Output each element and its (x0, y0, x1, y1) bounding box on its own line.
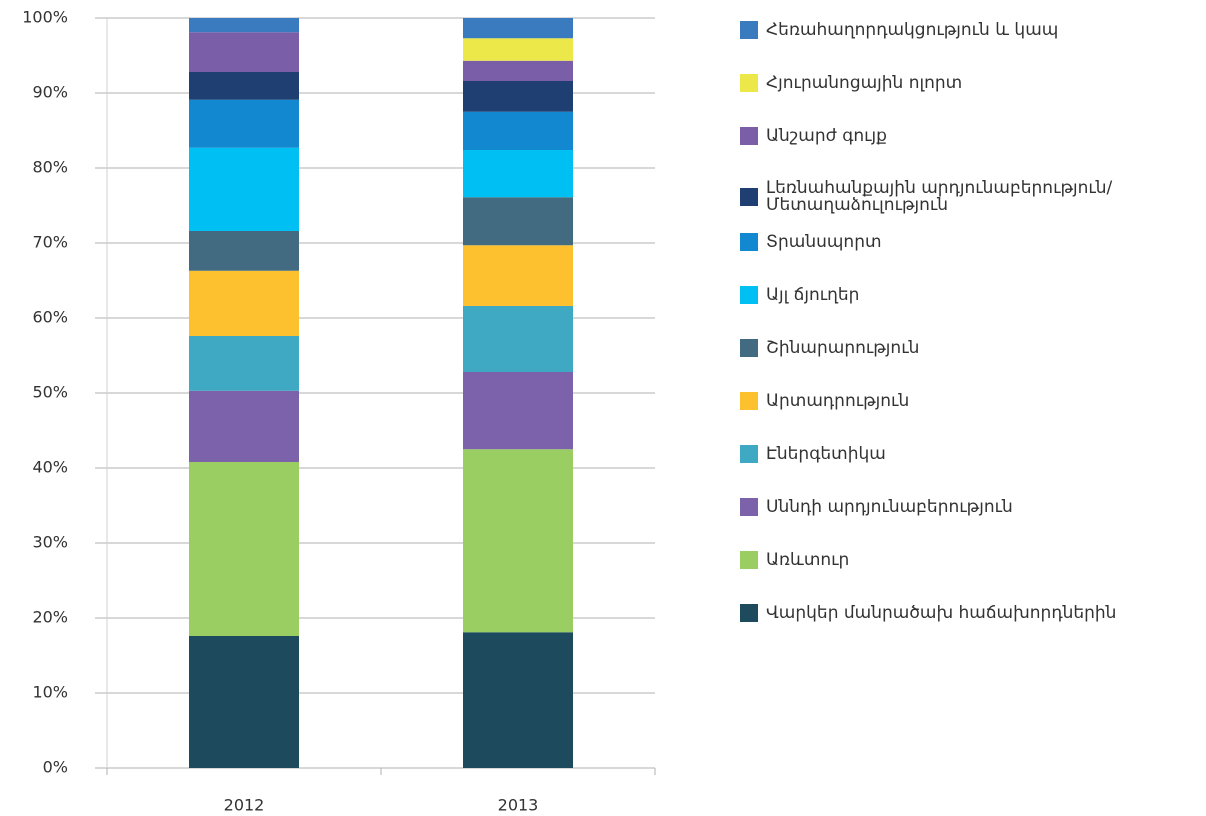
legend-label: Տրանսպորտ (766, 231, 882, 252)
bar-segment (463, 111, 573, 150)
bar-segment (463, 372, 573, 450)
legend-swatch (740, 445, 758, 463)
legend-item: Հյուրանոցային ոլորտ (740, 74, 1176, 92)
legend-item: Շինարարություն (740, 339, 1176, 357)
bar-segment (463, 449, 573, 633)
bar-segment (189, 336, 299, 391)
y-tick-label: 0% (43, 758, 68, 777)
legend-swatch (740, 392, 758, 410)
y-tick-label: 10% (32, 683, 68, 702)
legend-label: Այլ ճյուղեր (766, 284, 860, 305)
legend-item: Այլ ճյուղեր (740, 286, 1176, 304)
legend-swatch (740, 127, 758, 145)
y-tick-label: 80% (32, 158, 68, 177)
bar-segment (463, 197, 573, 246)
y-tick-label: 60% (32, 308, 68, 327)
legend-label: Արտադրություն (766, 390, 910, 411)
legend-label: Էներգետիկա (766, 443, 886, 464)
bar-segment (463, 60, 573, 81)
bar-segment (189, 99, 299, 148)
legend-item: Առևտուր (740, 551, 1176, 569)
bar-segment (463, 632, 573, 768)
bar-segment (189, 231, 299, 271)
bar-segment (463, 150, 573, 198)
legend-label: Վարկեր մանրածախ հաճախորդներին (766, 602, 1117, 623)
legend-label: Հյուրանոցային ոլորտ (766, 72, 963, 93)
legend-item: Սննդի արդյունաբերություն (740, 498, 1176, 516)
legend-swatch (740, 188, 758, 206)
legend-item: Հեռահաղորդակցություն և կապ (740, 21, 1176, 39)
y-tick-label: 30% (32, 533, 68, 552)
bar-segment (189, 636, 299, 768)
bar-segment (463, 38, 573, 61)
bar-segment (189, 390, 299, 462)
y-tick-label: 70% (32, 233, 68, 252)
legend-item: Էներգետիկա (740, 445, 1176, 463)
legend-swatch (740, 604, 758, 622)
bar-segment (463, 306, 573, 372)
legend-label: Սննդի արդյունաբերություն (766, 496, 1013, 517)
x-tick-label: 2013 (498, 796, 539, 815)
bar-segment (463, 81, 573, 112)
bar-segment (189, 147, 299, 231)
legend-swatch (740, 551, 758, 569)
legend-item: Լեռնահանքային արդյունաբերություն/ Մետաղա… (740, 180, 1176, 214)
legend-swatch (740, 498, 758, 516)
bar-segment (463, 245, 573, 306)
bar-segment (189, 32, 299, 72)
legend-swatch (740, 233, 758, 251)
legend-label: Հեռահաղորդակցություն և կապ (766, 19, 1059, 40)
bar-segment (189, 270, 299, 336)
bar-segment (189, 72, 299, 100)
legend-label: Առևտուր (766, 549, 850, 570)
legend-label: Լեռնահանքային արդյունաբերություն/ Մետաղա… (766, 178, 1113, 215)
legend-item: Անշարժ գույք (740, 127, 1176, 145)
legend-item: Արտադրություն (740, 392, 1176, 410)
legend-label: Շինարարություն (766, 337, 920, 358)
bar-segment (189, 462, 299, 636)
bar-segment (463, 18, 573, 39)
legend-swatch (740, 21, 758, 39)
y-tick-label: 40% (32, 458, 68, 477)
y-tick-label: 50% (32, 383, 68, 402)
y-tick-label: 100% (22, 8, 68, 27)
legend-swatch (740, 74, 758, 92)
bar-segment (189, 18, 299, 33)
x-tick-label: 2012 (224, 796, 265, 815)
legend-swatch (740, 339, 758, 357)
y-tick-label: 20% (32, 608, 68, 627)
legend-item: Վարկեր մանրածախ հաճախորդներին (740, 604, 1176, 622)
chart: 0% 10% 20% 30% 40% 50% 60% 70% 80% 90% 100% 2012 201… (22, 8, 656, 815)
legend-item: Տրանսպորտ (740, 233, 1176, 251)
legend: Վարկեր մանրածախ հաճախորդներին Առևտուր Սննդ… (740, 0, 1200, 816)
legend-swatch (740, 286, 758, 304)
legend-label: Անշարժ գույք (766, 125, 887, 146)
y-tick-label: 90% (32, 83, 68, 102)
